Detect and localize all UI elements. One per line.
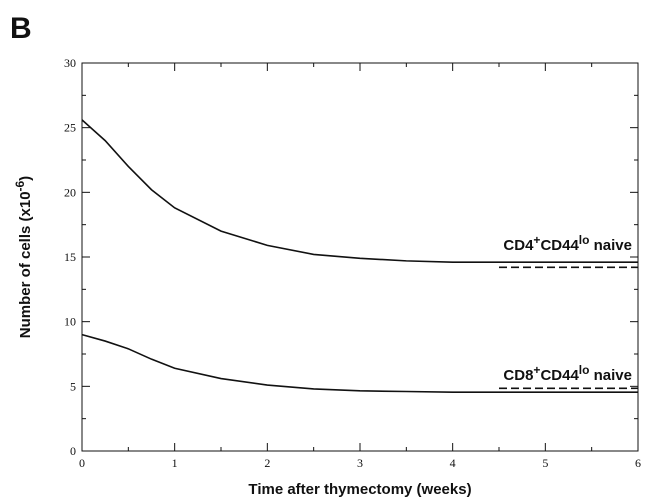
x-tick-label: 1 (172, 456, 178, 470)
x-tick-label: 4 (450, 456, 456, 470)
y-tick-label: 5 (70, 379, 76, 393)
y-tick-label: 30 (64, 56, 76, 70)
x-axis-title: Time after thymectomy (weeks) (248, 481, 471, 498)
text-part: -6 (13, 180, 27, 191)
text-part: CD44 (540, 237, 579, 254)
y-tick-label: 25 (64, 121, 76, 135)
text-part: CD44 (540, 367, 579, 384)
panel-label: B (10, 12, 32, 45)
text-part: naive (589, 237, 632, 254)
series-line (81, 333, 638, 393)
x-tick-label: 2 (264, 456, 270, 470)
text-part: ) (17, 176, 34, 181)
text-part: Number of cells (x10 (17, 191, 34, 338)
x-tick-label: 3 (357, 456, 363, 470)
x-tick-label: 6 (635, 456, 641, 470)
text-part: naive (589, 367, 632, 384)
text-part: lo (579, 363, 590, 377)
y-tick-label: 0 (70, 444, 76, 458)
series-annotation: CD8+CD44lo naive (503, 363, 632, 384)
series-annotation: CD4+CD44lo naive (503, 233, 632, 254)
text-part: CD4 (503, 237, 534, 254)
text-part: + (533, 363, 540, 377)
y-tick-label: 15 (64, 250, 76, 264)
x-tick-label: 0 (79, 456, 85, 470)
x-tick-label: 5 (542, 456, 548, 470)
y-axis-title: Number of cells (x10-6) (13, 176, 34, 338)
text-part: + (533, 233, 540, 247)
y-tick-label: 20 (64, 185, 76, 199)
text-part: CD8 (503, 367, 533, 384)
y-tick-label: 10 (64, 315, 76, 329)
series-line (81, 119, 638, 263)
text-part: lo (579, 233, 590, 247)
